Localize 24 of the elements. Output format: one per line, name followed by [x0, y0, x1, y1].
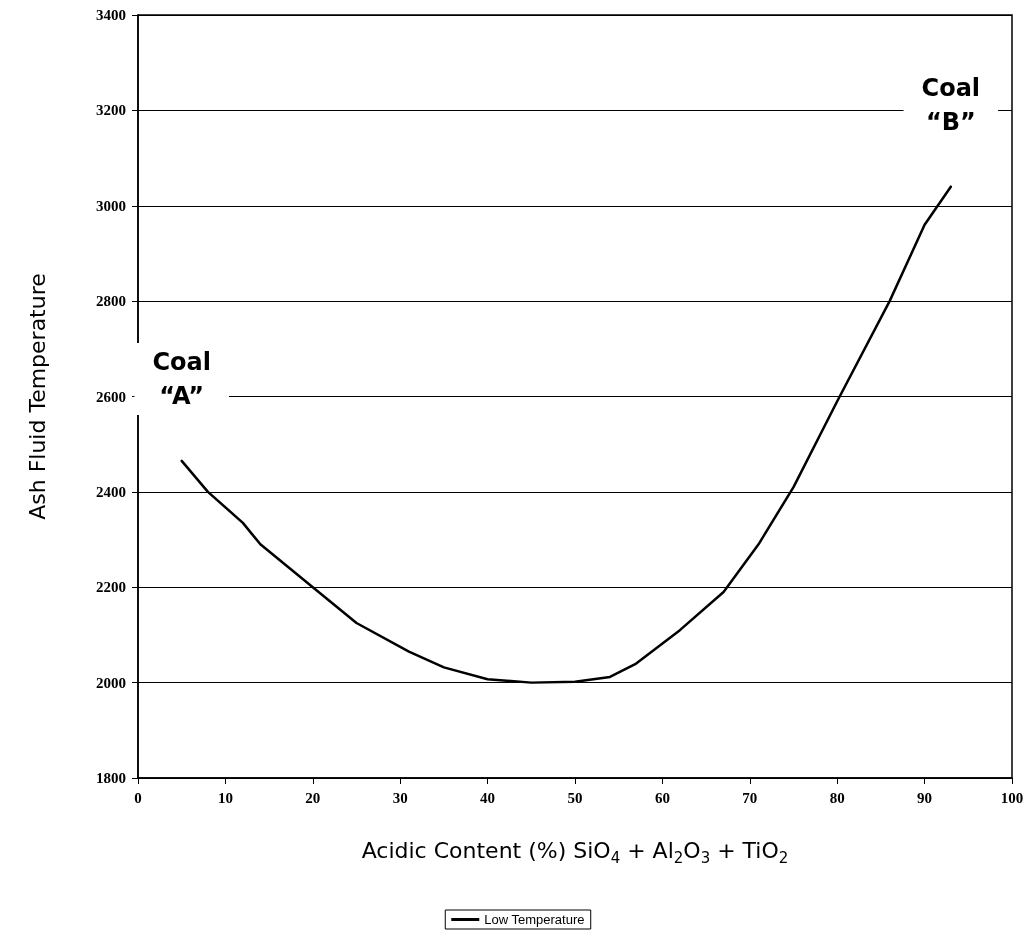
- y-tick-label: 3000: [96, 197, 126, 214]
- y-axis-title: Ash Fluid Temperature: [24, 273, 50, 520]
- x-tick-label: 0: [134, 789, 142, 806]
- x-tick-label: 50: [567, 789, 583, 806]
- y-tick-label: 2000: [96, 674, 126, 691]
- x-tick-label: 10: [217, 789, 233, 806]
- annotation: Coal “B”: [921, 73, 981, 136]
- x-tick-label: 80: [829, 789, 845, 806]
- x-tick-label: 40: [480, 789, 496, 806]
- y-tick-label: 2400: [96, 483, 126, 500]
- y-tick-label: 1800: [96, 770, 126, 786]
- y-tick-label: 2200: [96, 579, 126, 596]
- x-tick-label: 90: [917, 789, 933, 806]
- legend-label: Low Temperature: [484, 912, 585, 927]
- y-tick-label: 2600: [96, 388, 126, 405]
- y-tick-label: 2800: [96, 293, 126, 310]
- annotation: Coal “A”: [152, 347, 211, 410]
- x-tick-label: 60: [654, 789, 670, 806]
- x-tick-label: 20: [305, 789, 321, 806]
- x-tick-label: 30: [392, 789, 408, 806]
- y-tick-label: 3200: [96, 102, 126, 119]
- x-tick-label: 70: [742, 789, 758, 806]
- x-tick-label: 100: [1000, 789, 1024, 806]
- y-tick-label: 3400: [96, 7, 126, 23]
